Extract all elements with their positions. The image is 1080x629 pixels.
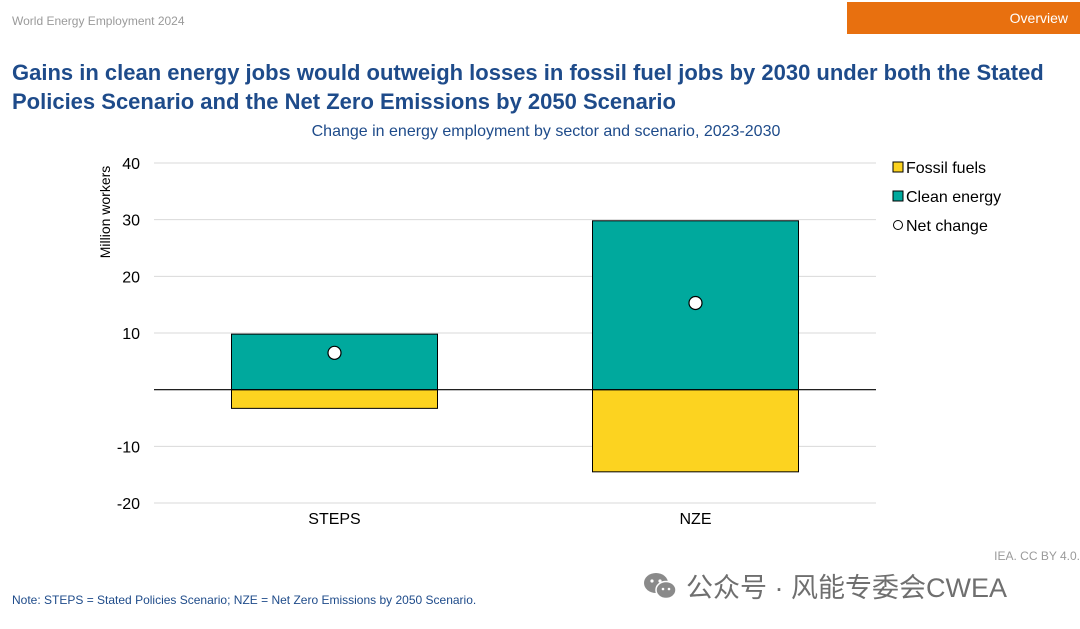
- license-credit: IEA. CC BY 4.0.: [994, 549, 1080, 563]
- y-tick-label: 20: [122, 269, 140, 286]
- page-title: Gains in clean energy jobs would outweig…: [12, 60, 1044, 114]
- x-category-label: NZE: [680, 511, 712, 528]
- legend-label-net-change: Net change: [906, 218, 988, 235]
- report-name: World Energy Employment 2024: [12, 14, 185, 28]
- legend-swatch-net-change: [893, 220, 903, 230]
- y-axis-label: Million workers: [97, 166, 113, 259]
- wechat-icon: [644, 572, 677, 599]
- chart-title: Change in energy employment by sector an…: [311, 123, 781, 140]
- bar-clean-energy-steps: [231, 333, 438, 391]
- x-category-label: STEPS: [308, 511, 360, 528]
- y-tick-label: -10: [117, 439, 140, 456]
- y-tick-label: 30: [122, 213, 140, 230]
- y-tick-label: 10: [122, 326, 140, 343]
- bars: [231, 220, 799, 473]
- y-tick-label: 40: [122, 156, 140, 173]
- legend: Fossil fuels Clean energy Net change: [892, 160, 1001, 235]
- y-ticks: 40 30 20 10 -10 -20: [117, 156, 140, 513]
- legend-label-clean-energy: Clean energy: [906, 189, 1001, 206]
- footer-note: Note: STEPS = Stated Policies Scenario; …: [12, 593, 477, 607]
- bar-fossil-fuels-steps: [231, 389, 438, 409]
- legend-swatch-fossil-fuels: [892, 161, 904, 173]
- watermark-text: 公众号 · 风能专委会CWEA: [686, 573, 1007, 603]
- x-categories: STEPS NZE: [308, 511, 711, 528]
- legend-swatch-clean-energy: [892, 190, 904, 202]
- legend-label-fossil-fuels: Fossil fuels: [906, 160, 986, 177]
- bar-fossil-fuels-nze: [592, 389, 799, 473]
- net-change-marker-steps: [327, 345, 342, 360]
- net-change-markers: [327, 295, 703, 360]
- overview-tab[interactable]: Overview: [847, 2, 1080, 34]
- watermark: 公众号 · 风能专委会CWEA: [642, 566, 1007, 605]
- net-change-marker-nze: [688, 295, 703, 311]
- y-tick-label: -20: [117, 496, 140, 513]
